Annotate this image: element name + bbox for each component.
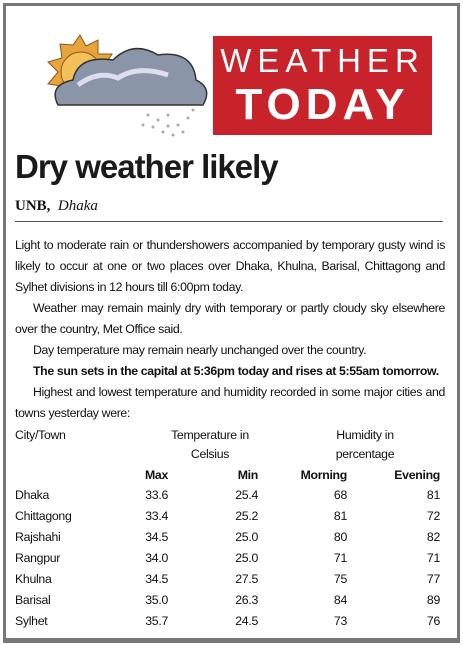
agency: UNB,	[15, 198, 51, 214]
frame	[3, 3, 460, 643]
group-header: Humidity in percentage	[335, 428, 395, 461]
column-header: Max	[144, 468, 168, 482]
value-cell: 71	[333, 551, 347, 565]
city-cell: Dhaka	[15, 488, 50, 502]
city-cell: Sylhet	[15, 614, 48, 628]
paragraph: Weather may remain mainly dry with tempo…	[15, 301, 445, 336]
value-cell: 35.7	[145, 614, 168, 628]
rule	[15, 221, 443, 222]
paragraph: The sun sets in the capital at 5:36pm to…	[33, 364, 439, 378]
value-cell: 81	[333, 509, 347, 523]
column-header: Min	[237, 468, 259, 482]
value-cell: 33.6	[145, 488, 168, 502]
byline: UNB, Dhaka	[15, 198, 98, 215]
value-cell: 71	[426, 551, 440, 565]
city-cell: Rajshahi	[15, 530, 61, 544]
logo-word: TODAY	[235, 80, 410, 129]
value-cell: 73	[333, 614, 347, 628]
value-cell: 77	[426, 572, 440, 586]
article-body: Light to moderate rain or thundershowers…	[15, 235, 445, 424]
value-cell: 25.0	[235, 551, 258, 565]
value-cell: 84	[333, 593, 347, 607]
logo-word: WEATHER	[220, 42, 425, 79]
column-header: Evening	[394, 468, 440, 482]
paragraph: Light to moderate rain or thundershowers…	[15, 238, 445, 294]
value-cell: 25.0	[235, 530, 258, 544]
group-header: Temperature in Celsius	[171, 428, 249, 461]
city-cell: Barisal	[15, 593, 51, 607]
value-cell: 34.5	[145, 572, 168, 586]
headline: Dry weather likely	[15, 148, 279, 185]
value-cell: 34.5	[145, 530, 168, 544]
place: Dhaka	[57, 198, 98, 214]
value-cell: 25.2	[235, 509, 258, 523]
value-cell: 34.0	[145, 551, 168, 565]
paragraph: Highest and lowest temperature and humid…	[15, 385, 445, 420]
paragraph: Day temperature may remain nearly unchan…	[33, 343, 367, 357]
value-cell: 25.4	[235, 488, 258, 502]
value-cell: 89	[426, 593, 440, 607]
value-cell: 24.5	[235, 614, 258, 628]
value-cell: 27.5	[235, 572, 258, 586]
column-header: Morning	[300, 468, 348, 482]
value-cell: 72	[426, 509, 440, 523]
value-cell: 33.4	[145, 509, 168, 523]
value-cell: 26.3	[235, 593, 258, 607]
logo-box: WEATHER TODAY	[213, 36, 432, 135]
weather-icon	[47, 34, 208, 137]
value-cell: 82	[426, 530, 440, 544]
value-cell: 35.0	[145, 593, 168, 607]
value-cell: 75	[333, 572, 347, 586]
value-cell: 80	[333, 530, 347, 544]
value-cell: 76	[426, 614, 440, 628]
group-header: City/Town	[15, 428, 66, 442]
city-cell: Chittagong	[15, 509, 72, 523]
value-cell: 81	[426, 488, 440, 502]
city-cell: Khulna	[15, 572, 52, 586]
city-cell: Rangpur	[15, 551, 61, 565]
value-cell: 68	[333, 488, 347, 502]
